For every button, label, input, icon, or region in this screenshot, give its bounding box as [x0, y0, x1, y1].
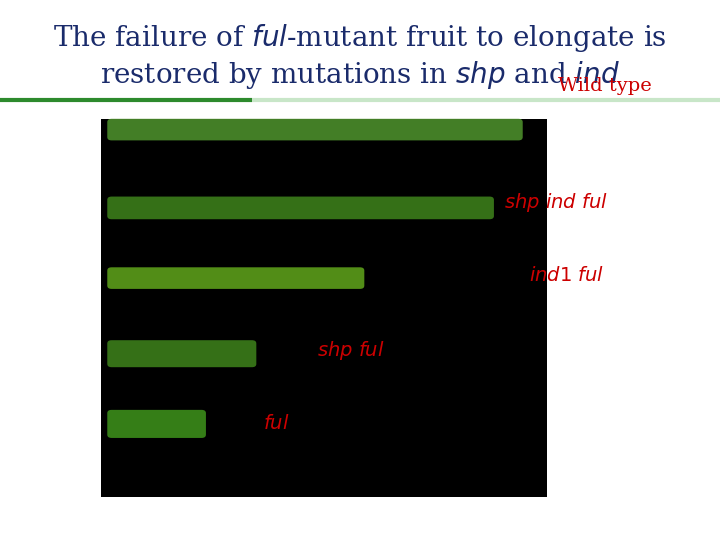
- Text: The failure of $\it{ful}$-mutant fruit to elongate is: The failure of $\it{ful}$-mutant fruit t…: [53, 22, 667, 54]
- FancyBboxPatch shape: [107, 119, 523, 140]
- FancyBboxPatch shape: [107, 410, 206, 438]
- Text: restored by mutations in $\it{shp}$ and $\it{ind}$: restored by mutations in $\it{shp}$ and …: [100, 58, 620, 91]
- FancyBboxPatch shape: [107, 267, 364, 289]
- Text: $\it{ind1}$ $\it{ful}$: $\it{ind1}$ $\it{ful}$: [529, 266, 605, 285]
- Text: Wild type: Wild type: [558, 77, 652, 96]
- Text: $\it{ful}$: $\it{ful}$: [263, 414, 289, 434]
- FancyBboxPatch shape: [107, 340, 256, 367]
- FancyBboxPatch shape: [107, 197, 494, 219]
- Bar: [101, 119, 547, 497]
- Text: $\it{shp}$ $\it{ful}$: $\it{shp}$ $\it{ful}$: [317, 340, 384, 362]
- Text: $\it{shp}$ $\it{ind}$ $\it{ful}$: $\it{shp}$ $\it{ind}$ $\it{ful}$: [504, 191, 608, 214]
